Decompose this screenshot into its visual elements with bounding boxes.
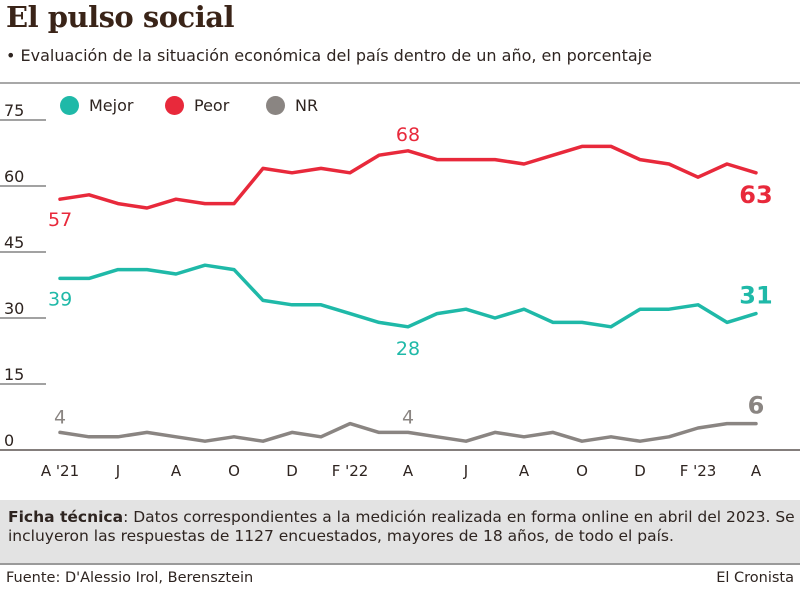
chart-title: El pulso social bbox=[6, 0, 235, 34]
x-tick-label: O bbox=[228, 462, 240, 480]
series-line-mejor bbox=[58, 263, 758, 329]
series-line-peor bbox=[58, 144, 758, 210]
legend-label-nr: NR bbox=[295, 96, 319, 115]
x-tick-label: A '21 bbox=[41, 462, 79, 480]
technical-note-label: Ficha técnica bbox=[8, 508, 124, 526]
publisher-brand: El Cronista bbox=[716, 570, 794, 586]
data-label-peor: 63 bbox=[739, 181, 772, 209]
legend-label-peor: Peor bbox=[194, 96, 230, 115]
line-chart: 0 15 30 45 60 75 A '21 J A O D F '22 A J A O D F '23 A 39 2… bbox=[0, 101, 800, 480]
legend-swatch-nr bbox=[266, 96, 285, 115]
data-label-mejor: 39 bbox=[48, 288, 72, 310]
legend-swatch-mejor bbox=[60, 96, 79, 115]
y-tick-label: 60 bbox=[4, 167, 24, 186]
x-tick-label: J bbox=[115, 462, 120, 480]
legend-item-peor: Peor bbox=[165, 96, 229, 115]
legend-swatch-peor bbox=[165, 96, 184, 115]
data-label-nr: 4 bbox=[402, 406, 414, 428]
y-tick-label: 0 bbox=[4, 431, 14, 450]
x-tick-label: D bbox=[634, 462, 646, 480]
grid-layer bbox=[0, 119, 46, 385]
data-label-mejor: 28 bbox=[396, 338, 420, 360]
legend-item-nr: NR bbox=[266, 96, 318, 115]
x-tick-label: D bbox=[286, 462, 298, 480]
data-label-peor: 68 bbox=[396, 124, 420, 146]
axis-layer: 0 15 30 45 60 75 A '21 J A O D F '22 A J A O D F '23 A bbox=[0, 101, 800, 480]
legend-label-mejor: Mejor bbox=[89, 96, 134, 115]
y-tick-label: 15 bbox=[4, 365, 24, 384]
label-layer: 39 28 31 57 68 63 4 4 6 bbox=[48, 124, 773, 429]
data-label-peor: 57 bbox=[48, 209, 72, 231]
x-tick-label: F '23 bbox=[680, 462, 717, 480]
x-tick-label: F '22 bbox=[332, 462, 369, 480]
y-tick-label: 45 bbox=[4, 233, 24, 252]
x-tick-label: A bbox=[403, 462, 414, 480]
chart-subtitle: • Evaluación de la situación económica d… bbox=[6, 46, 652, 65]
data-label-nr: 4 bbox=[54, 406, 66, 428]
series-layer bbox=[58, 144, 758, 443]
x-tick-label: O bbox=[576, 462, 588, 480]
y-tick-label: 30 bbox=[4, 299, 24, 318]
x-tick-label: A bbox=[751, 462, 762, 480]
technical-note: Ficha técnica: Datos correspondientes a … bbox=[8, 508, 798, 546]
series-line-nr bbox=[58, 421, 758, 443]
legend-item-mejor: Mejor bbox=[60, 96, 133, 115]
technical-note-box: Ficha técnica: Datos correspondientes a … bbox=[0, 500, 800, 565]
header-divider bbox=[0, 82, 800, 84]
technical-note-text: : Datos correspondientes a la medición r… bbox=[8, 508, 795, 545]
x-tick-label: A bbox=[171, 462, 182, 480]
x-tick-label: A bbox=[519, 462, 530, 480]
y-tick-label: 75 bbox=[4, 101, 24, 120]
source-credit: Fuente: D'Alessio Irol, Berensztein bbox=[6, 570, 254, 586]
x-tick-label: J bbox=[463, 462, 468, 480]
data-label-nr: 6 bbox=[748, 392, 765, 420]
data-label-mejor: 31 bbox=[739, 282, 772, 310]
